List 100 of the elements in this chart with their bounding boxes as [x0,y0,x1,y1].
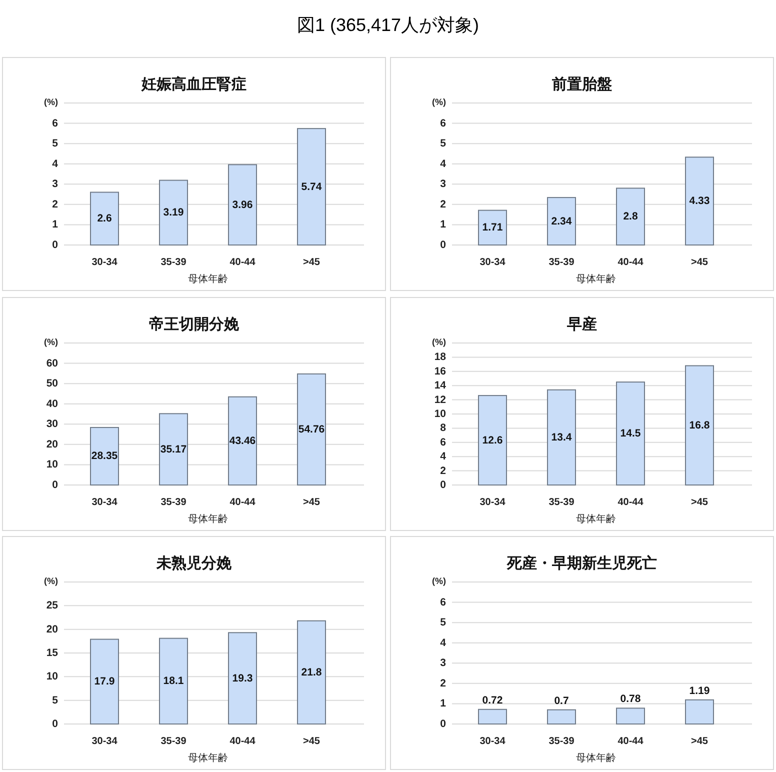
ytick: 1 [52,218,58,231]
xtick: >45 [691,496,708,508]
xtick: 40-44 [618,256,644,268]
ylabel: (%) [44,576,58,586]
title: 妊娠高血圧腎症 [142,76,246,92]
ytick: 20 [46,623,58,636]
ylabel: (%) [432,337,446,347]
ytick: 6 [440,117,446,130]
xtick: 35-39 [548,736,574,746]
ytick: 10 [46,458,58,471]
ytick: 18 [434,351,446,364]
ytick: 2 [440,677,446,690]
data-label: 2.34 [551,215,572,228]
ytick: 5 [440,138,446,150]
title: 未熟児分娩 [156,554,232,572]
annotation: 図1 (365,417人が対象) [296,15,480,35]
ytick: 50 [46,378,58,390]
data-label: 0.78 [620,693,641,706]
data-label: 13.4 [551,431,572,444]
ytick: 3 [440,657,446,670]
ytick: 0 [440,718,446,730]
ylabel: (%) [44,97,58,107]
ytick: 14 [434,380,446,392]
xtick: 40-44 [230,736,256,746]
ytick: 2 [52,198,58,210]
xlabel: 母体年齢 [188,514,228,524]
data-label: 4.33 [689,195,710,208]
data-label: 35.17 [160,443,187,456]
ytick: 20 [46,438,58,450]
ytick: 4 [440,636,446,649]
title: 死産・早期新生児死亡 [507,554,657,572]
data-label: 0.72 [482,694,503,706]
ytick: 60 [46,357,58,370]
data-label: 21.8 [301,666,322,678]
xtick: >45 [303,256,320,268]
xtick: 30-34 [92,496,118,508]
ytick: 16 [434,365,446,378]
title: 早産 [567,316,597,332]
ytick: 5 [440,616,446,629]
data-label: 1.19 [689,684,710,697]
xtick: 30-34 [92,736,118,746]
ytick: 6 [52,117,58,130]
data-label: 5.74 [301,180,322,193]
ytick: 40 [46,398,58,410]
ytick: 25 [46,600,58,612]
data-label: 16.8 [689,419,710,432]
data-label: 18.1 [163,675,184,688]
ytick: 8 [440,422,446,434]
title: 前置胎盤 [552,76,612,92]
xlabel: 母体年齢 [188,752,228,764]
ytick: 5 [52,138,58,150]
ytick: 0 [440,239,446,251]
data-label: 28.35 [91,450,118,462]
xtick: 30-34 [480,496,506,508]
xtick: >45 [303,496,320,508]
ytick: 10 [46,670,58,683]
data-label: 3.19 [163,206,184,219]
ytick: 6 [440,596,446,608]
ytick: 4 [440,450,446,463]
ytick: 30 [46,418,58,430]
ytick: 3 [52,178,58,190]
xtick: 40-44 [618,496,644,508]
ytick: 0 [52,479,58,491]
xtick: 30-34 [480,256,506,268]
xlabel: 母体年齢 [576,274,616,284]
data-label: 12.6 [482,434,503,446]
xlabel: 母体年齢 [188,274,228,284]
data-label: 14.5 [620,428,641,440]
ytick: 6 [440,436,446,448]
data-label: 19.3 [232,672,253,684]
xtick: 35-39 [160,736,186,746]
xlabel: 母体年齢 [576,514,616,524]
ylabel: (%) [432,576,446,586]
ytick: 1 [440,698,446,710]
ytick: 0 [52,718,58,730]
xtick: 35-39 [548,496,574,508]
xtick: 40-44 [230,256,256,268]
xtick: 40-44 [618,736,644,746]
data-label: 3.96 [232,198,253,211]
xlabel: 母体年齢 [576,752,616,764]
xtick: 40-44 [230,496,256,508]
xtick: >45 [691,736,708,746]
ytick: 0 [52,239,58,251]
data-label: 2.8 [623,210,638,223]
data-label: 54.76 [298,423,325,436]
data-label: 17.9 [94,676,115,688]
xtick: >45 [691,256,708,268]
title: 帝王切開分娩 [149,316,239,332]
data-label: 0.7 [554,694,569,707]
ytick: 12 [434,394,446,406]
ytick: 4 [52,158,58,170]
ytick: 0 [440,479,446,491]
ytick: 10 [434,408,446,420]
ylabel: (%) [432,97,446,107]
xtick: 35-39 [160,496,186,508]
xtick: 30-34 [480,736,506,746]
ytick: 2 [440,198,446,210]
xtick: 35-39 [160,256,186,268]
ytick: 5 [52,694,58,706]
ytick: 1 [440,218,446,231]
